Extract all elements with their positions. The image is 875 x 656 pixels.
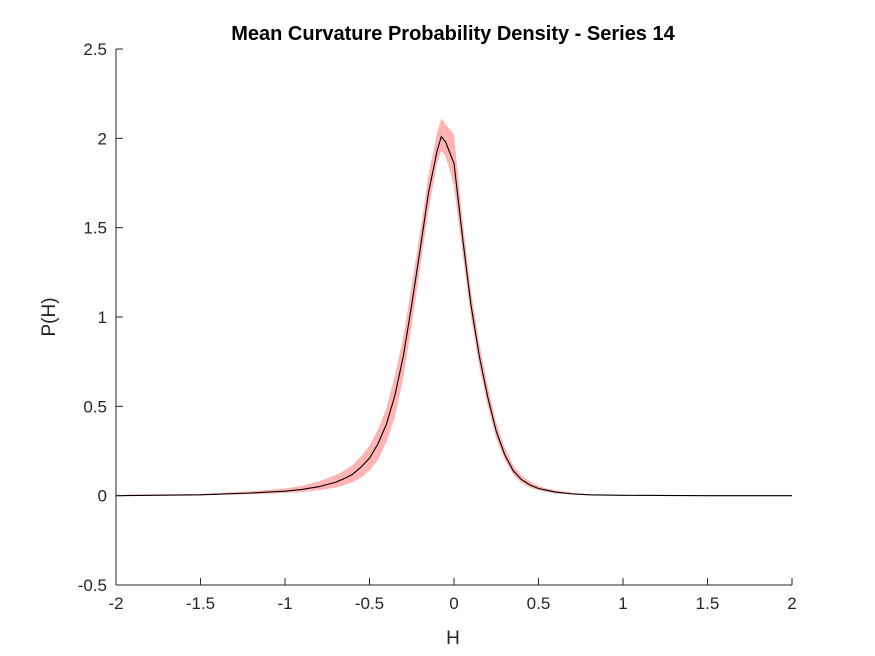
x-tick-label: 0 [449,594,458,613]
chart-title: Mean Curvature Probability Density - Ser… [231,23,675,45]
x-tick-label: -1.5 [186,594,215,613]
x-axis-ticks: -2 -1.5 -1 -0.5 0 0.5 1 1.5 2 [108,578,797,613]
y-tick-label: -0.5 [78,576,107,595]
x-tick-label: 1 [618,594,627,613]
y-axis-label: P(H) [39,297,60,336]
x-tick-label: 2 [787,594,796,613]
plot-area [115,49,792,586]
x-tick-label: -1 [277,594,292,613]
y-tick-label: 1 [98,308,107,327]
x-tick-label: 0.5 [527,594,551,613]
y-tick-label: 1.5 [83,219,107,238]
y-tick-label: 2.5 [83,40,107,59]
y-axis-ticks: -0.5 0 0.5 1 1.5 2 2.5 [78,40,123,595]
y-tick-label: 0.5 [83,397,107,416]
x-tick-label: -0.5 [355,594,384,613]
x-tick-label: 1.5 [696,594,720,613]
y-tick-label: 2 [98,129,107,148]
y-tick-label: 0 [98,487,107,506]
x-tick-label: -2 [108,594,123,613]
confidence-band [116,118,792,496]
series-line [115,135,792,497]
x-axis-label: H [446,628,460,649]
